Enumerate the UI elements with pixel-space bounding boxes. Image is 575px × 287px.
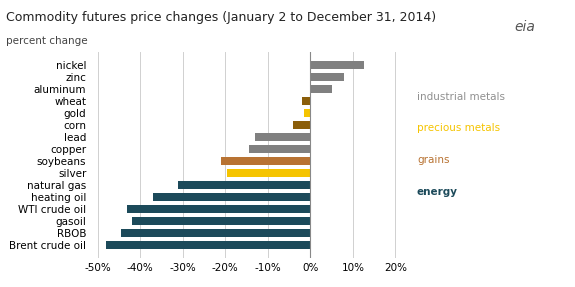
Text: industrial metals: industrial metals [417, 92, 505, 102]
Bar [153, 193, 310, 201]
Bar [128, 205, 310, 213]
Bar [304, 109, 310, 117]
Bar [106, 241, 310, 249]
Bar [178, 181, 310, 189]
Text: precious metals: precious metals [417, 123, 500, 133]
Bar [132, 217, 310, 225]
Bar [121, 229, 311, 237]
Text: energy: energy [417, 187, 458, 197]
Bar [255, 133, 310, 141]
Bar [293, 121, 310, 129]
Bar [310, 85, 332, 93]
Bar [249, 145, 310, 153]
Bar [221, 157, 310, 165]
Bar [310, 61, 363, 69]
Text: Commodity futures price changes (January 2 to December 31, 2014): Commodity futures price changes (January… [6, 11, 436, 24]
Bar [228, 169, 310, 177]
Bar [302, 97, 310, 105]
Text: eia: eia [514, 20, 535, 34]
Text: percent change: percent change [6, 36, 87, 46]
Text: grains: grains [417, 155, 450, 165]
Bar [310, 73, 344, 81]
